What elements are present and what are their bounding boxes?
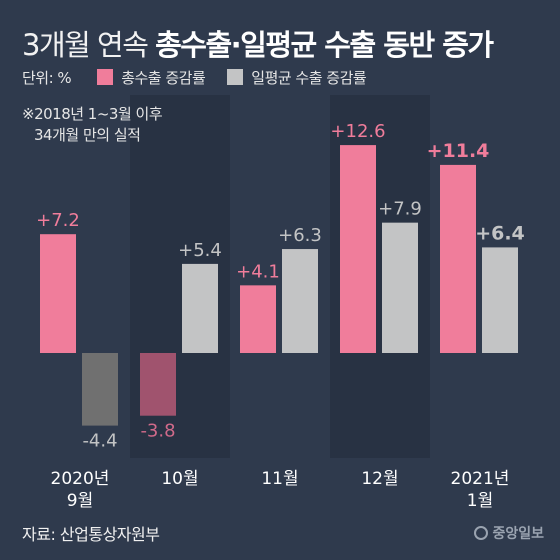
- note-line-1: ※2018년 1~3월 이후: [22, 105, 163, 123]
- bar-s1-2: [282, 249, 318, 353]
- category-label-0-1: 9월: [67, 491, 93, 511]
- value-label-s1-0: -4.4: [82, 431, 117, 452]
- value-label-s1-3: +7.9: [378, 199, 422, 220]
- legend: 단위: % 총수출 증감률 일평균 수출 증감률: [22, 66, 388, 88]
- value-label-s1-1: +5.4: [178, 240, 222, 261]
- logo-text: 중앙일보: [492, 526, 544, 542]
- unit-label: 단위: %: [22, 68, 72, 87]
- value-label-s0-0: +7.2: [36, 210, 80, 231]
- bar-s1-1: [182, 263, 218, 353]
- category-label-0-0: 2020년: [51, 469, 110, 489]
- bar-s0-2: [240, 285, 276, 353]
- category-label-4-1: 1월: [467, 491, 493, 511]
- bar-s0-4: [440, 164, 476, 353]
- bar-s0-0: [40, 234, 76, 353]
- value-label-s0-3: +12.6: [330, 121, 385, 142]
- chart-note: ※2018년 1~3월 이후 34개월 만의 실적: [22, 104, 163, 146]
- legend-label-total: 총수출 증감률: [121, 68, 206, 87]
- legend-swatch-pink: [97, 69, 114, 85]
- value-label-s1-4: +6.4: [475, 222, 525, 244]
- category-label-4-0: 2021년: [451, 469, 510, 489]
- bar-s1-3: [382, 222, 418, 353]
- note-line-2: 34개월 만의 실적: [34, 126, 141, 144]
- legend-item-daily: 일평균 수출 증감률: [227, 67, 367, 88]
- legend-swatch-gray: [227, 69, 244, 85]
- bar-s0-1: [140, 353, 176, 416]
- category-label-1-0: 10월: [161, 469, 198, 489]
- category-label-2-0: 11월: [261, 469, 298, 489]
- value-label-s1-2: +6.3: [278, 225, 322, 246]
- chart-title: 3개월 연속 총수출·일평균 수출 동반 증가: [22, 22, 494, 64]
- value-label-s0-4: +11.4: [427, 140, 490, 162]
- bar-s1-4: [482, 247, 518, 353]
- legend-item-total: 총수출 증감률: [97, 67, 206, 88]
- category-label-3-0: 12월: [361, 469, 398, 489]
- value-label-s0-2: +4.1: [236, 261, 280, 282]
- source-label: 자료: 산업통상자원부: [22, 525, 160, 544]
- logo-circle-icon: [474, 526, 489, 540]
- publisher-logo: 중앙일보: [474, 523, 544, 543]
- title-light: 3개월 연속: [22, 28, 149, 62]
- bar-s1-0: [82, 353, 118, 426]
- value-label-s0-1: -3.8: [140, 421, 175, 442]
- bar-s0-3: [340, 145, 376, 353]
- title-bold: 총수출·일평균 수출 동반 증가: [155, 28, 494, 62]
- legend-label-daily: 일평균 수출 증감률: [251, 68, 367, 87]
